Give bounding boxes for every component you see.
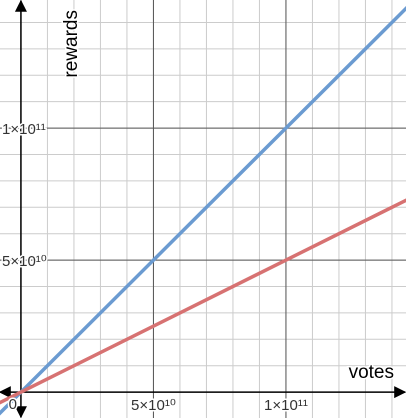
y-axis-title: rewards [61, 10, 82, 78]
x-tick-label: 1×10¹¹ [264, 397, 308, 414]
y-tick-label: 5×10¹⁰ [2, 253, 47, 270]
x-tick-label: 0 [9, 396, 17, 413]
line-series [0, 198, 406, 405]
y-tick-label: 1×10¹¹ [2, 121, 46, 138]
labels: 0 5×10¹⁰ 1×10¹¹ 5×10¹⁰ 1×10¹¹ votes rewards [1, 9, 396, 416]
x-axis-title: votes [349, 362, 394, 383]
x-tick-label: 5×10¹⁰ [131, 397, 176, 414]
